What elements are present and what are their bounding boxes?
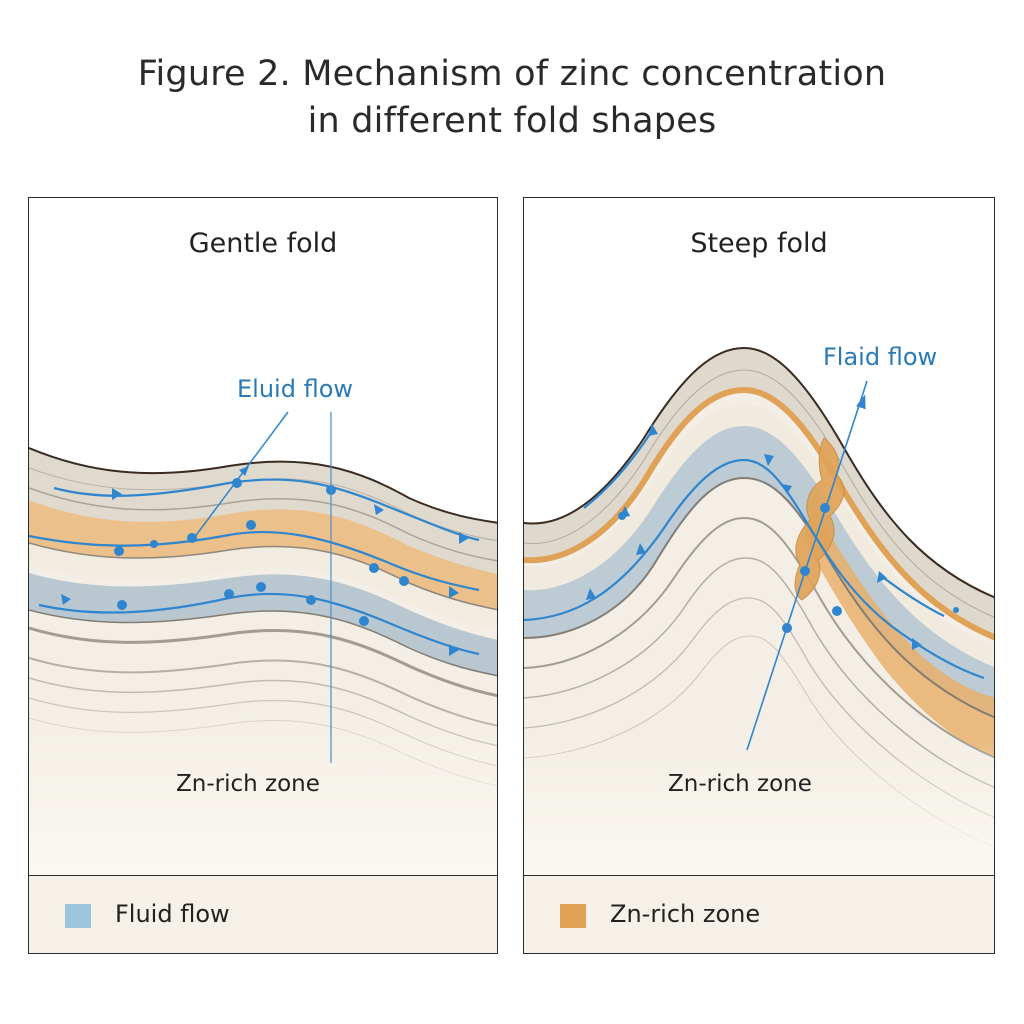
legend-label: Zn-rich zone — [610, 900, 761, 928]
legend-fluid-flow: Fluid flow — [29, 875, 497, 953]
figure-title-line-2: in different fold shapes — [307, 101, 717, 141]
zn-rich-zone-label: Zn-rich zone — [176, 771, 320, 797]
figure-title-line-1: Figure 2. Mechanism of zinc concentratio… — [137, 54, 887, 94]
zn-rich-zone-swatch — [560, 904, 586, 928]
panel-title-steep-fold: Steep fold — [690, 228, 828, 259]
panel-title-gentle-fold: Gentle fold — [188, 228, 338, 259]
gentle-fold-panel: Gentle fold Eluid flow Zn-rich zone Flui… — [28, 197, 498, 954]
fluid-flow-callout: Flaid flow — [823, 343, 938, 371]
legend-label: Fluid flow — [115, 900, 230, 928]
steep-fold-illustration — [524, 346, 994, 878]
steep-fold-panel: Steep fold Flaid flow Zn-rich zone Zn-ri… — [523, 197, 995, 954]
zn-rich-zone-label: Zn-rich zone — [668, 771, 812, 797]
gentle-fold-illustration — [29, 411, 497, 878]
fluid-flow-callout: Eluid flow — [237, 375, 354, 403]
legend-zn-rich-zone: Zn-rich zone — [524, 875, 994, 953]
fluid-flow-swatch — [65, 904, 91, 928]
